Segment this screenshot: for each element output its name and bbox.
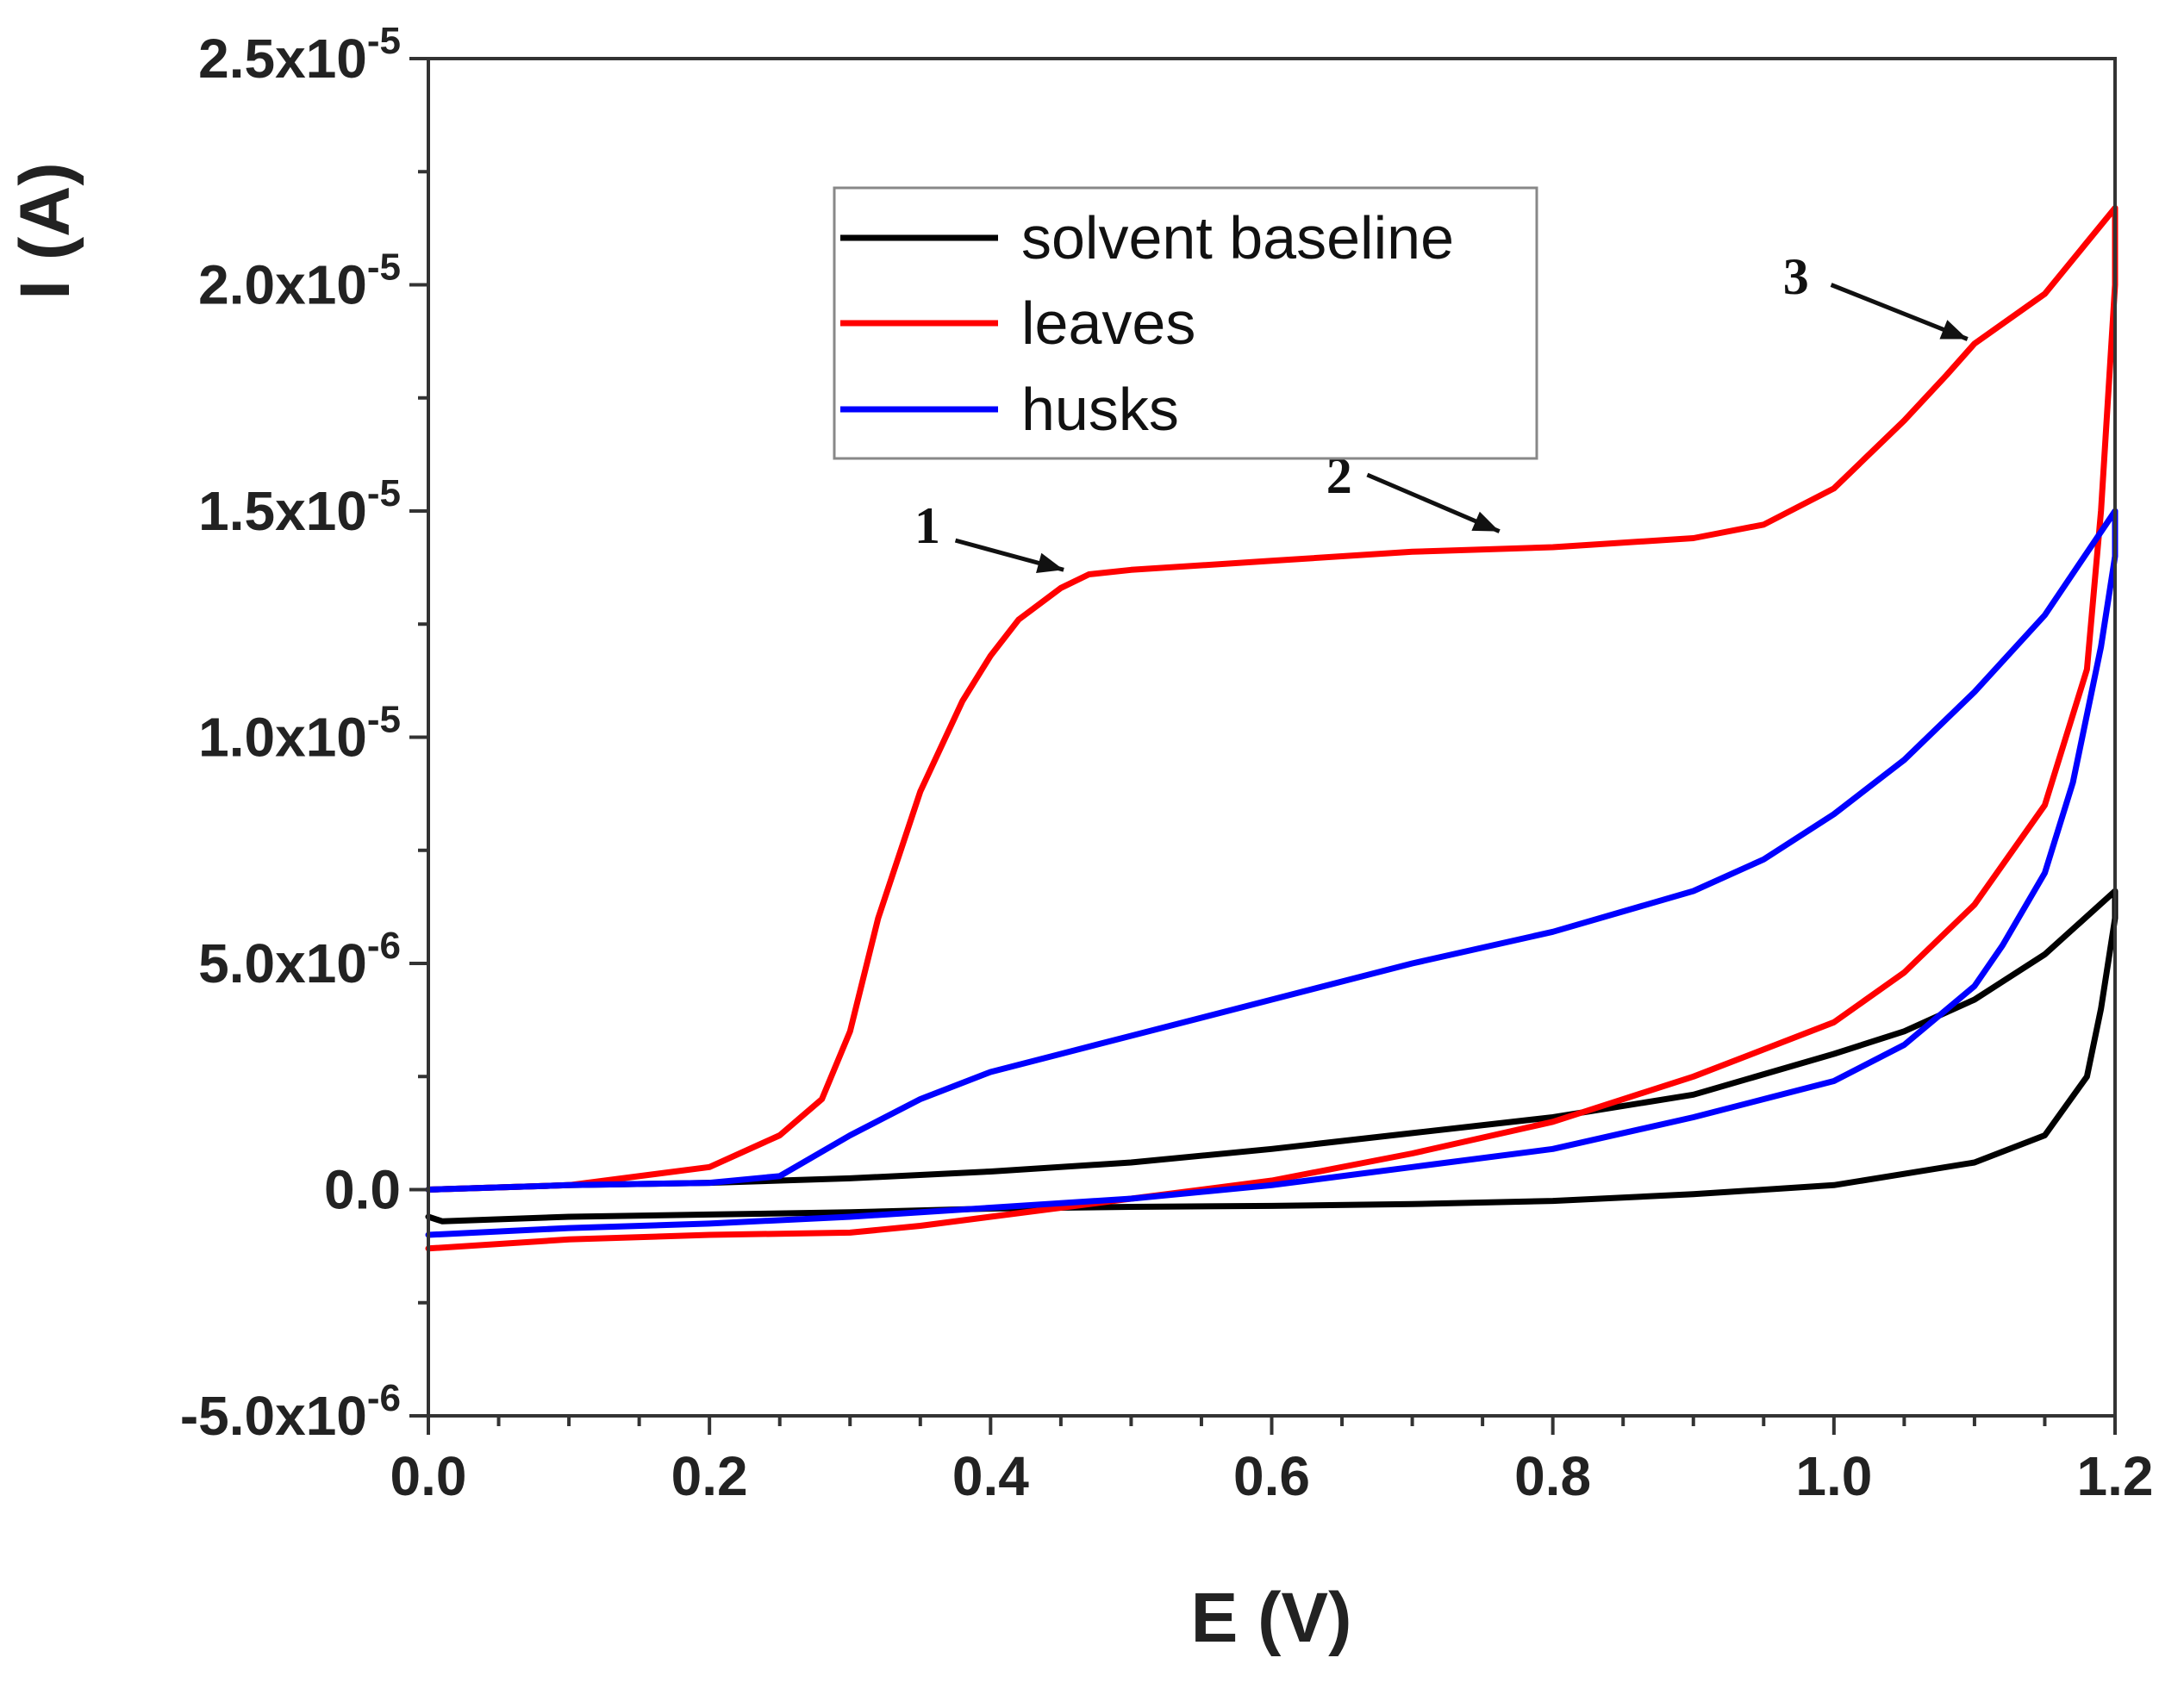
x-tick-label: 0.8 xyxy=(1514,1445,1591,1507)
annotation-arrowhead-1 xyxy=(1036,552,1064,573)
x-tick-label: 0.0 xyxy=(390,1445,467,1507)
annotation-arrowhead-3 xyxy=(1939,320,1968,340)
legend-label-leaves: leaves xyxy=(1021,290,1195,357)
x-tick-label: 1.0 xyxy=(1795,1445,1872,1507)
x-axis-title: E (V) xyxy=(1191,1579,1352,1657)
legend-label-solvent-baseline: solvent baseline xyxy=(1021,204,1454,271)
y-tick-label: 5.0x10-6 xyxy=(198,925,401,994)
y-axis-title: I (A) xyxy=(6,162,84,299)
annotation-label-1: 1 xyxy=(914,497,940,554)
x-tick-label: 0.4 xyxy=(952,1445,1029,1507)
x-tick-label: 1.2 xyxy=(2077,1445,2154,1507)
y-tick-label: 1.5x10-5 xyxy=(198,472,401,542)
y-tick-label: 2.5x10-5 xyxy=(198,20,401,90)
annotation-arrowhead-2 xyxy=(1471,511,1500,532)
x-tick-label: 0.2 xyxy=(671,1445,748,1507)
x-tick-label: 0.6 xyxy=(1233,1445,1310,1507)
y-tick-label: 1.0x10-5 xyxy=(198,699,401,769)
y-tick-label: 0.0 xyxy=(324,1159,401,1221)
axes-layer: 0.0 0.2 0.4 0.6 0.8 1.0 1.2-5.0x10-60.05.0x10-… xyxy=(180,20,2154,1507)
y-tick-label: -5.0x10-6 xyxy=(180,1377,401,1447)
legend-label-husks: husks xyxy=(1021,376,1179,443)
y-tick-label: 2.0x10-5 xyxy=(198,246,401,316)
annotation-label-3: 3 xyxy=(1783,248,1809,305)
legend: solvent baseline leaves husks xyxy=(833,186,1538,460)
